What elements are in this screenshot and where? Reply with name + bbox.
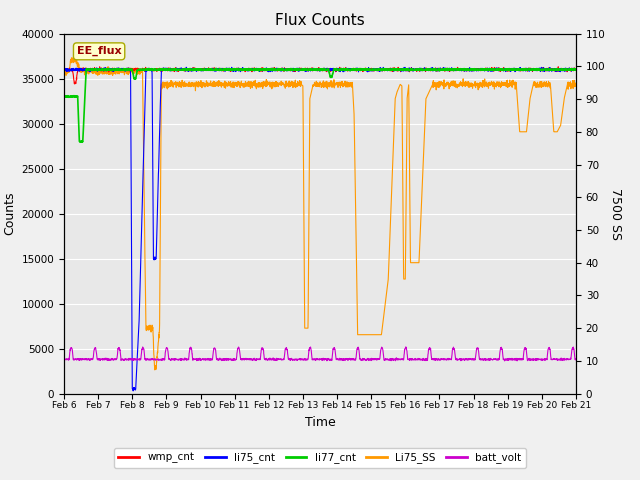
Text: EE_flux: EE_flux (77, 46, 122, 57)
X-axis label: Time: Time (305, 416, 335, 429)
Y-axis label: Counts: Counts (3, 192, 16, 235)
Legend: wmp_cnt, li75_cnt, li77_cnt, Li75_SS, batt_volt: wmp_cnt, li75_cnt, li77_cnt, Li75_SS, ba… (115, 448, 525, 468)
Title: Flux Counts: Flux Counts (275, 13, 365, 28)
Y-axis label: 7500 SS: 7500 SS (609, 188, 622, 240)
